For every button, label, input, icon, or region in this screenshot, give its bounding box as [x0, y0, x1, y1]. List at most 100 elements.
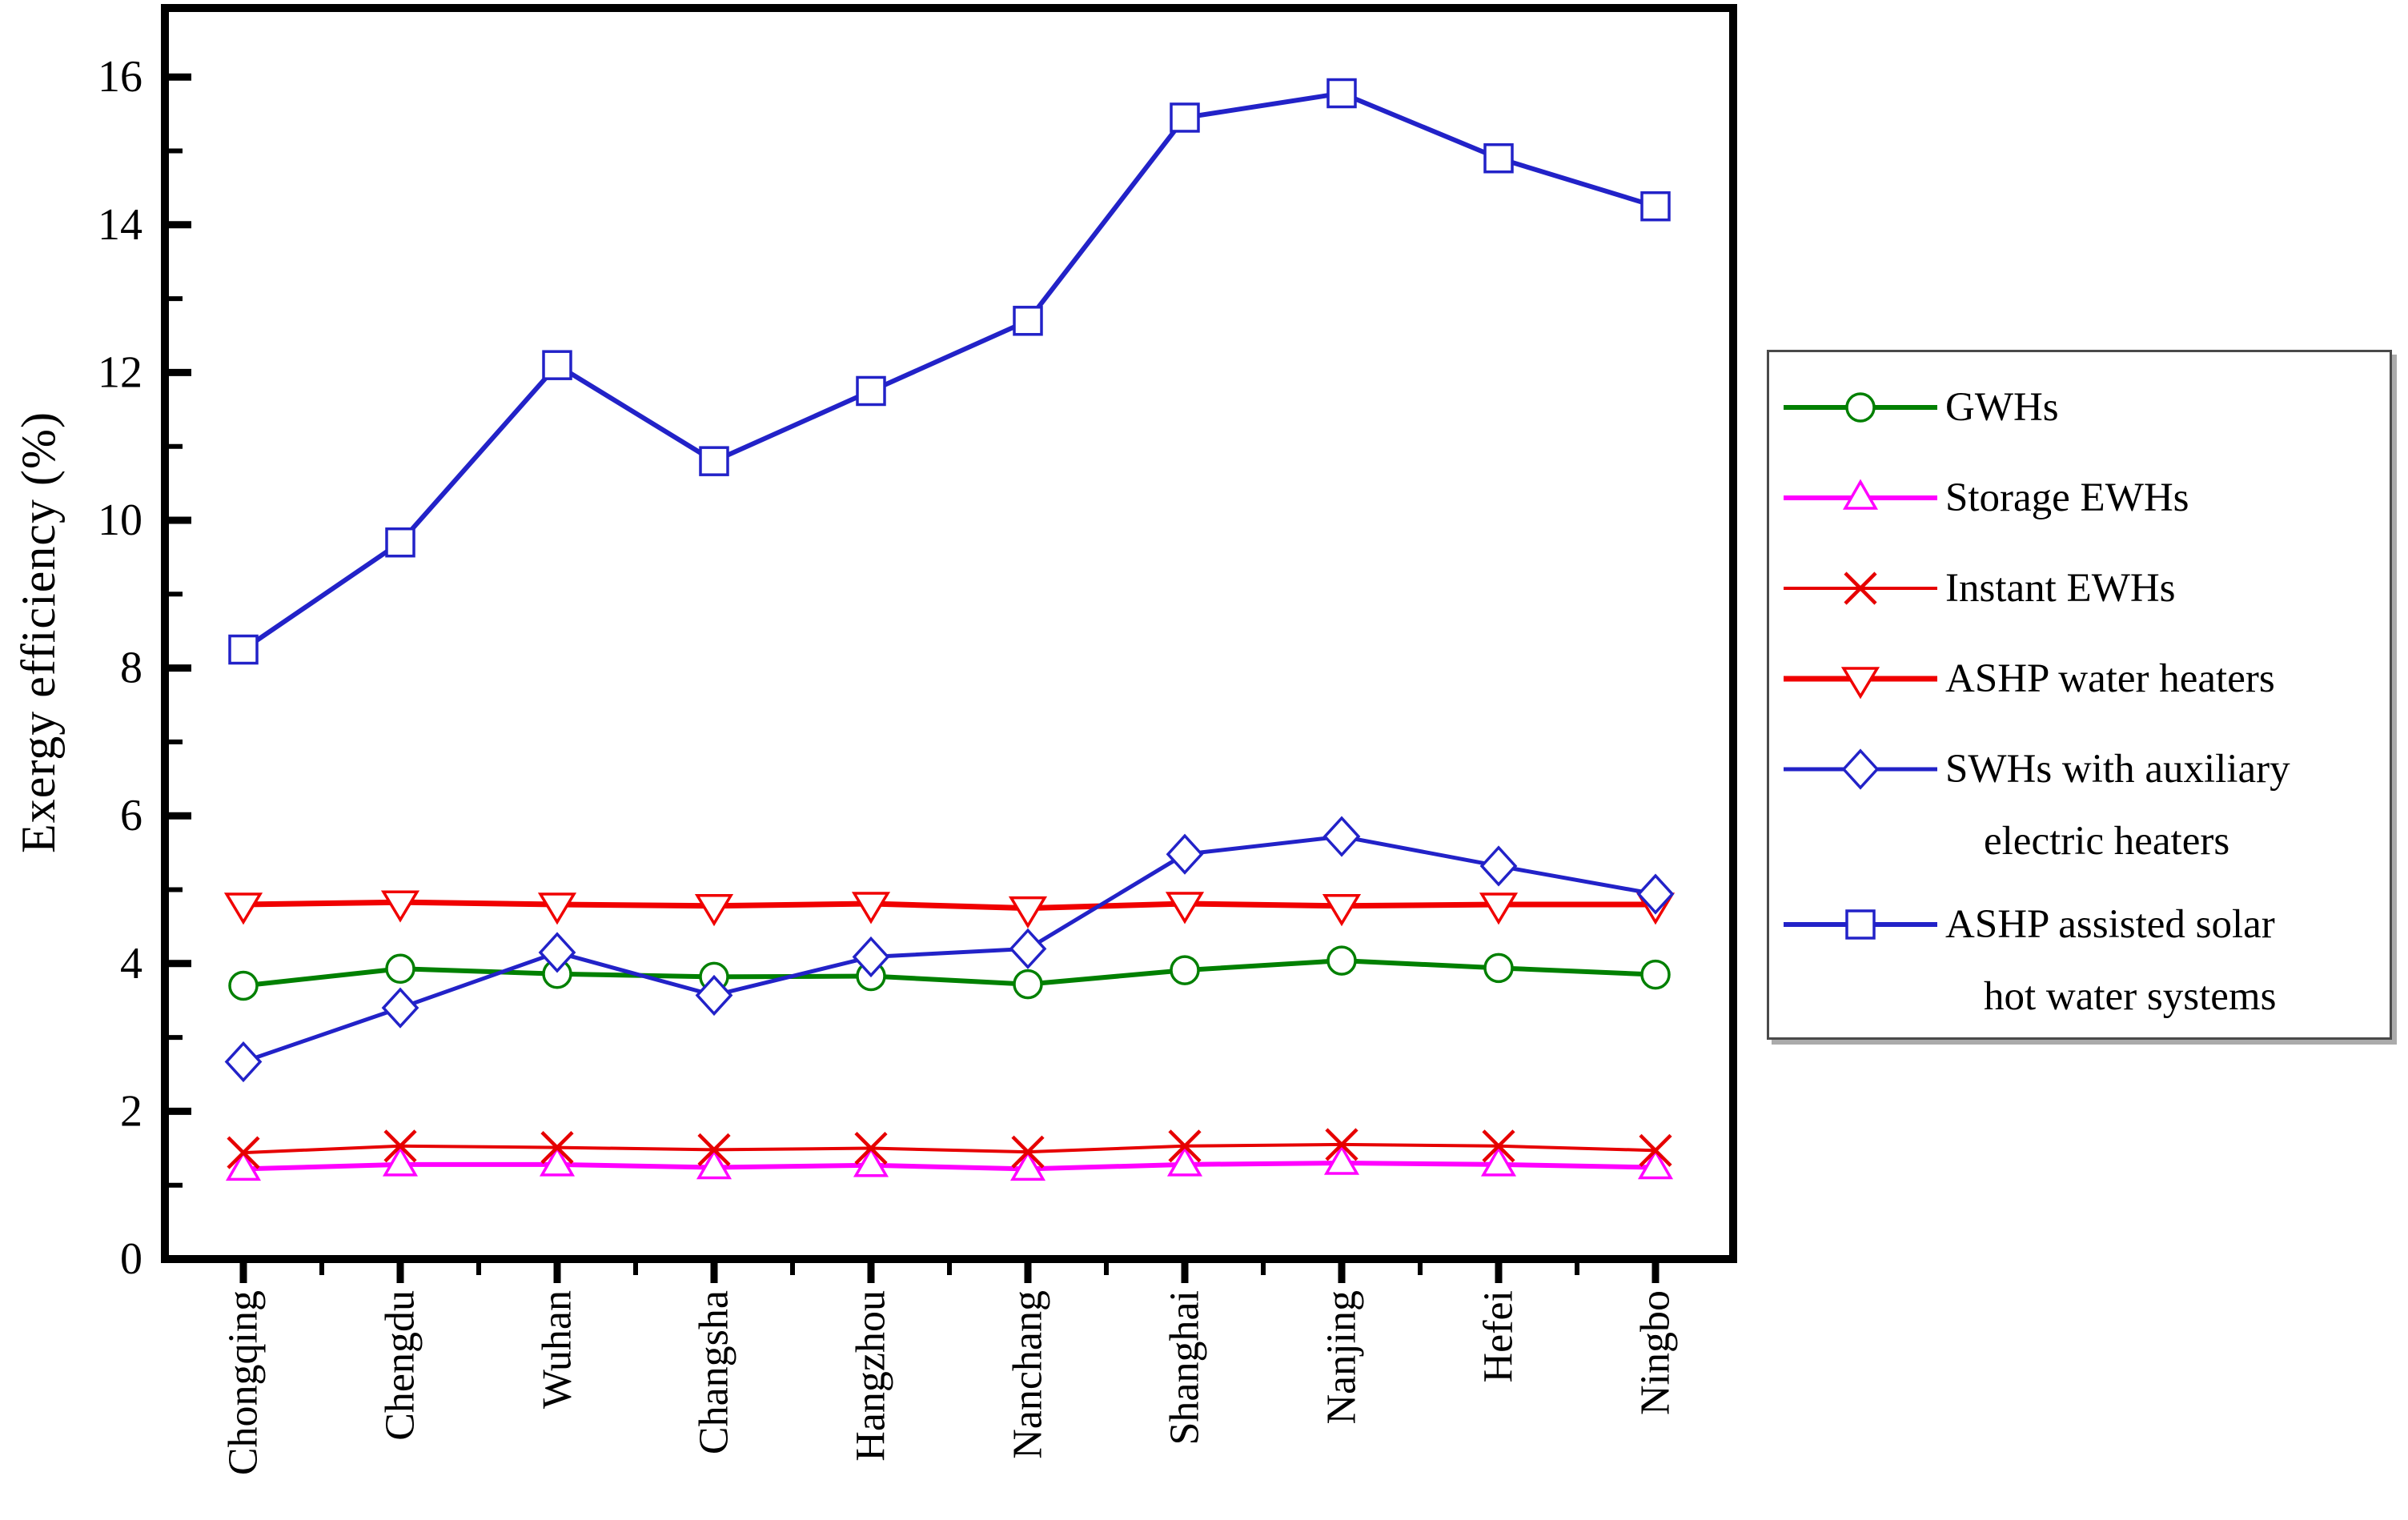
- x-city-label: Hangzhou: [849, 1290, 894, 1462]
- circle-marker-icon: [1013, 969, 1043, 1000]
- data-point: [538, 932, 576, 973]
- data-point: [1013, 969, 1043, 1000]
- data-point: [385, 953, 415, 985]
- circle-marker-icon: [385, 953, 415, 985]
- legend-label: Storage EWHs: [1945, 475, 2189, 520]
- square-marker-icon: [385, 527, 415, 558]
- triangle-down-marker-icon: [1165, 892, 1205, 924]
- legend-line-sample: [1784, 667, 1937, 700]
- legend-item-storage-ewhs: Storage EWHs: [1780, 469, 2189, 527]
- data-point: [223, 892, 263, 925]
- data-point: [1323, 1144, 1360, 1175]
- data-point: [228, 970, 259, 1001]
- data-point: [856, 375, 886, 407]
- diamond-marker-icon: [224, 1041, 263, 1083]
- y-tick-label: 6: [120, 791, 142, 840]
- data-point: [382, 1145, 419, 1177]
- data-point: [537, 892, 577, 925]
- circle-marker-icon: [1483, 953, 1514, 984]
- data-point: [1168, 1129, 1202, 1163]
- x-city-label: Hefei: [1476, 1290, 1522, 1382]
- circle-marker-icon: [1640, 959, 1671, 990]
- circle-marker-icon: [228, 970, 259, 1001]
- data-point: [385, 527, 415, 558]
- legend-line-sample: [1784, 572, 1937, 605]
- data-point: [1009, 928, 1047, 969]
- series-ashp-assisted-solar-hot-water-systems: [228, 78, 1671, 665]
- series-line: [242, 90, 1656, 652]
- triangle-up-marker-icon: [539, 1145, 576, 1177]
- x-city-label: Nanjing: [1319, 1290, 1365, 1425]
- legend-sample-marker: [1845, 909, 1876, 940]
- series-gwhs: [228, 945, 1671, 1001]
- triangle-down-marker-icon: [851, 892, 891, 924]
- data-point: [225, 1149, 262, 1181]
- x-marker-icon: [1168, 1129, 1202, 1163]
- triangle-down-marker-icon: [537, 892, 577, 925]
- data-point: [539, 1145, 576, 1177]
- triangle-down-marker-icon: [380, 890, 420, 923]
- data-point: [1170, 102, 1200, 133]
- triangle-down-marker-icon: [1322, 894, 1362, 927]
- legend-label: Instant EWHs: [1945, 566, 2176, 611]
- legend-line-sample: [1784, 479, 1937, 510]
- data-point: [228, 634, 259, 665]
- data-point: [1483, 953, 1514, 984]
- x-marker-icon: [383, 1129, 417, 1163]
- square-marker-icon: [542, 350, 572, 380]
- square-marker-icon: [699, 446, 729, 476]
- data-point: [695, 974, 733, 1017]
- triangle-down-marker-icon: [1008, 896, 1048, 928]
- diamond-marker-icon: [1009, 928, 1047, 969]
- square-marker-icon: [1326, 78, 1357, 109]
- square-marker-icon: [856, 375, 886, 407]
- data-point: [1325, 1128, 1359, 1161]
- legend-label-continuation: electric heaters: [1984, 819, 2230, 864]
- legend-item-ashp-water-heaters: ASHP water heaters: [1780, 650, 2275, 708]
- triangle-up-marker-icon: [853, 1146, 889, 1177]
- data-point: [1322, 894, 1362, 927]
- legend-item-ashp-assisted-solar-hot-water-systems: ASHP assisted solar: [1780, 896, 2275, 953]
- data-point: [227, 1136, 260, 1169]
- legend-line-sample: [1784, 392, 1937, 423]
- y-tick-label: 2: [120, 1086, 142, 1136]
- circle-marker-icon: [1326, 945, 1357, 976]
- data-point: [696, 1149, 732, 1180]
- data-point: [542, 350, 572, 380]
- y-tick-label: 12: [98, 347, 142, 397]
- y-tick-label: 4: [120, 939, 142, 989]
- data-point: [1482, 1129, 1515, 1163]
- series-line: [243, 834, 1656, 1064]
- data-point: [853, 1146, 889, 1177]
- x-marker-icon: [1844, 572, 1877, 605]
- data-point: [1008, 896, 1048, 928]
- data-point: [1326, 78, 1357, 109]
- y-tick-label: 14: [98, 200, 142, 250]
- x-city-label: Ningbo: [1633, 1290, 1679, 1415]
- triangle-down-marker-icon: [1840, 667, 1880, 700]
- triangle-up-marker-icon: [1009, 1149, 1046, 1181]
- data-point: [1479, 845, 1518, 887]
- square-marker-icon: [1170, 102, 1200, 133]
- data-point: [1640, 959, 1671, 990]
- data-point: [1640, 191, 1671, 222]
- legend-sample-marker: [1841, 748, 1880, 790]
- data-point: [1636, 873, 1675, 915]
- data-point: [699, 446, 729, 476]
- triangle-up-marker-icon: [1166, 1145, 1203, 1177]
- x-marker-icon: [1325, 1128, 1359, 1161]
- legend-sample-marker: [1842, 479, 1879, 510]
- diamond-marker-icon: [695, 974, 733, 1017]
- data-point: [1639, 1133, 1672, 1167]
- square-marker-icon: [1013, 306, 1043, 336]
- x-marker-icon: [1639, 1133, 1672, 1167]
- y-tick-label: 10: [98, 495, 142, 545]
- data-point: [854, 1131, 888, 1165]
- x-marker-icon: [854, 1131, 888, 1165]
- data-point: [1170, 955, 1200, 985]
- data-point: [383, 1129, 417, 1163]
- series-line: [243, 1161, 1656, 1172]
- diamond-marker-icon: [1479, 845, 1518, 887]
- y-tick-label: 8: [120, 644, 142, 693]
